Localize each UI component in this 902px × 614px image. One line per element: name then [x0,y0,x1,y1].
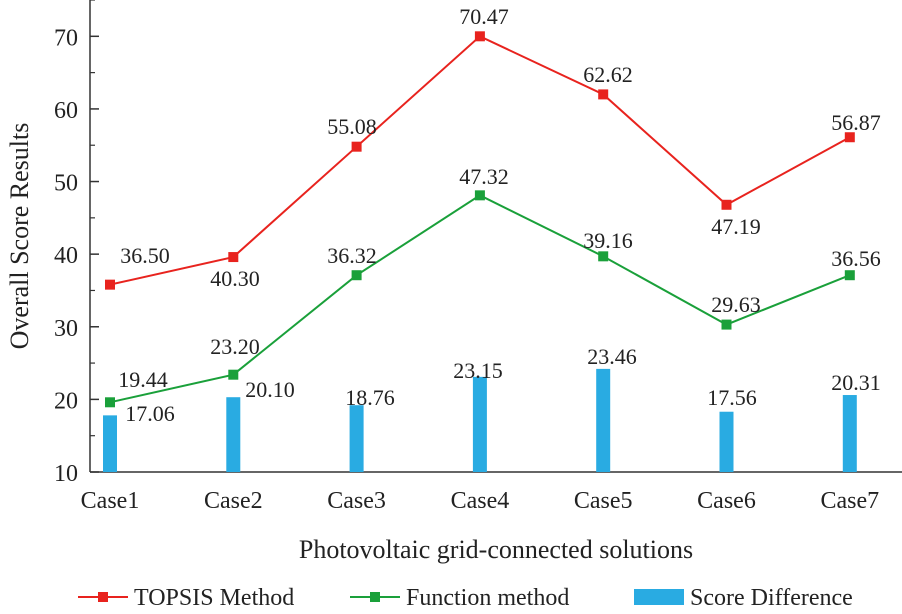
data-label-function: 36.32 [327,243,377,268]
y-tick-label: 50 [54,171,78,197]
y-tick-label: 30 [54,316,78,342]
point-topsis-method [844,132,855,143]
point-function-method [351,270,362,281]
y-tick-label: 60 [54,98,78,124]
point-topsis-method [598,89,609,100]
data-label-topsis: 56.87 [831,110,881,135]
data-label-score-difference: 20.10 [245,377,295,402]
point-topsis-method [721,199,732,210]
legend-topsis-marker [98,592,108,602]
point-function-method [721,319,732,330]
x-ticks: Case1 Case2 Case3 Case4 Case5 Case6 Case7 [81,463,879,514]
legend-item-topsis: TOPSIS Method [78,585,294,611]
bar-score-difference [226,397,241,472]
point-function-method [228,369,239,380]
point-function-method [474,190,485,201]
data-label-topsis: 47.19 [711,214,761,239]
data-label-function: 19.44 [118,367,168,392]
data-label-topsis: 62.62 [583,62,633,87]
point-function-method [105,397,115,408]
legend-item-score-difference: Score Difference [634,585,853,611]
x-tick-label: Case5 [574,488,633,514]
bar-score-difference [842,395,857,472]
axes [89,0,902,473]
data-labels: 36.50 40.30 55.08 70.47 62.62 47.19 56.87 19.44… [118,4,881,426]
x-tick-label: Case6 [697,488,756,514]
legend-item-function: Function method [350,585,569,611]
score-difference-bars [103,368,857,472]
y-ticks: 10 20 30 40 50 60 70 [54,0,99,487]
data-label-score-difference: 17.56 [707,385,757,410]
data-label-function: 29.63 [711,292,761,317]
data-label-function: 47.32 [459,164,509,189]
y-tick-label: 70 [54,25,78,51]
y-axis-title: Overall Score Results [5,123,34,350]
point-topsis-method [351,141,362,152]
x-tick-label: Case4 [451,488,510,514]
x-tick-label: Case7 [820,488,879,514]
data-label-score-difference: 20.31 [831,370,881,395]
data-label-score-difference: 18.76 [345,385,395,410]
legend-label-topsis: TOPSIS Method [134,585,294,611]
point-function-method [844,270,855,281]
bar-score-difference [349,405,364,472]
x-axis-title: Photovoltaic grid-connected solutions [299,535,693,564]
x-tick-label: Case2 [204,488,263,514]
data-label-function: 23.20 [210,334,260,359]
y-tick-label: 40 [54,243,78,269]
data-label-topsis: 55.08 [327,114,377,139]
line-topsis-method [109,35,851,286]
bar-score-difference [719,411,734,472]
point-topsis-method [105,279,115,290]
x-tick-label: Case3 [327,488,386,514]
data-label-topsis: 36.50 [120,243,170,268]
legend-score-difference-swatch [634,589,684,605]
bar-score-difference [596,368,611,472]
x-tick-label: Case1 [81,488,140,514]
point-topsis-method [228,252,239,263]
data-label-topsis: 40.30 [210,266,260,291]
data-label-function: 36.56 [831,246,881,271]
bar-score-difference [103,415,117,472]
y-tick-label: 20 [54,388,78,414]
series-lines [105,31,855,408]
data-label-topsis: 70.47 [459,4,509,29]
data-label-score-difference: 23.15 [453,358,503,383]
point-function-method [598,251,609,262]
point-topsis-method [474,31,485,42]
bar-score-difference [472,376,487,472]
data-label-function: 39.16 [583,228,633,253]
data-label-score-difference: 23.46 [587,344,637,369]
legend: TOPSIS Method Function method Score Diff… [78,585,853,611]
data-label-score-difference: 17.06 [125,401,175,426]
y-tick-label: 10 [54,461,78,487]
legend-label-function: Function method [406,585,569,611]
legend-function-marker [370,592,380,602]
legend-label-score-difference: Score Difference [690,585,853,611]
